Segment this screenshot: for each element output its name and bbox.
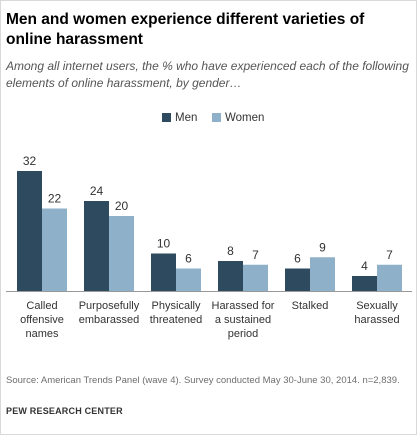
category-label-3-2: period — [228, 328, 259, 340]
bar-men-5 — [352, 276, 377, 291]
value-label-men-1: 24 — [90, 184, 104, 198]
category-label-5-1: harassed — [354, 314, 399, 326]
value-label-men-2: 10 — [157, 237, 171, 251]
value-label-men-4: 6 — [294, 252, 301, 266]
category-label-1-1: embarassed — [79, 314, 140, 326]
category-label-0-2: names — [25, 328, 59, 340]
value-label-women-0: 22 — [48, 192, 62, 206]
bar-men-0 — [17, 171, 42, 291]
bar-women-3 — [243, 264, 268, 291]
value-label-women-2: 6 — [185, 252, 192, 266]
value-label-women-3: 7 — [252, 248, 259, 262]
bar-men-2 — [151, 253, 176, 291]
legend-swatch-women — [212, 113, 221, 122]
value-label-women-1: 20 — [115, 199, 129, 213]
category-label-5-0: Sexually — [356, 300, 398, 312]
category-label-4-0: Stalked — [292, 300, 329, 312]
category-label-2-1: threatened — [150, 314, 203, 326]
bar-women-0 — [42, 208, 67, 291]
bar-women-5 — [377, 264, 402, 291]
bar-men-1 — [84, 201, 109, 291]
value-label-men-0: 32 — [23, 154, 37, 168]
credit-label: PEW RESEARCH CENTER — [6, 406, 123, 416]
bar-men-3 — [218, 261, 243, 291]
chart-subtitle: Among all internet users, the % who have… — [6, 59, 409, 90]
category-label-3-0: Harassed for — [212, 300, 275, 312]
category-label-1-0: Purposefully — [79, 300, 140, 312]
category-label-0-1: offensive — [20, 314, 64, 326]
source-note: Source: American Trends Panel (wave 4). … — [6, 375, 400, 386]
bar-men-4 — [285, 268, 310, 291]
legend-label-women: Women — [225, 112, 264, 124]
value-label-women-4: 9 — [319, 240, 326, 254]
bar-women-4 — [310, 257, 335, 291]
legend-label-men: Men — [175, 112, 197, 124]
chart-title: Men and women experience different varie… — [6, 11, 365, 48]
value-label-women-5: 7 — [386, 248, 393, 262]
bar-women-1 — [109, 216, 134, 291]
category-label-0-0: Called — [26, 300, 57, 312]
category-label-3-1: a sustained — [215, 314, 271, 326]
category-label-2-0: Physically — [152, 300, 201, 312]
bar-women-2 — [176, 268, 201, 291]
legend-swatch-men — [162, 113, 171, 122]
value-label-men-3: 8 — [227, 244, 234, 258]
value-label-men-5: 4 — [361, 259, 368, 273]
